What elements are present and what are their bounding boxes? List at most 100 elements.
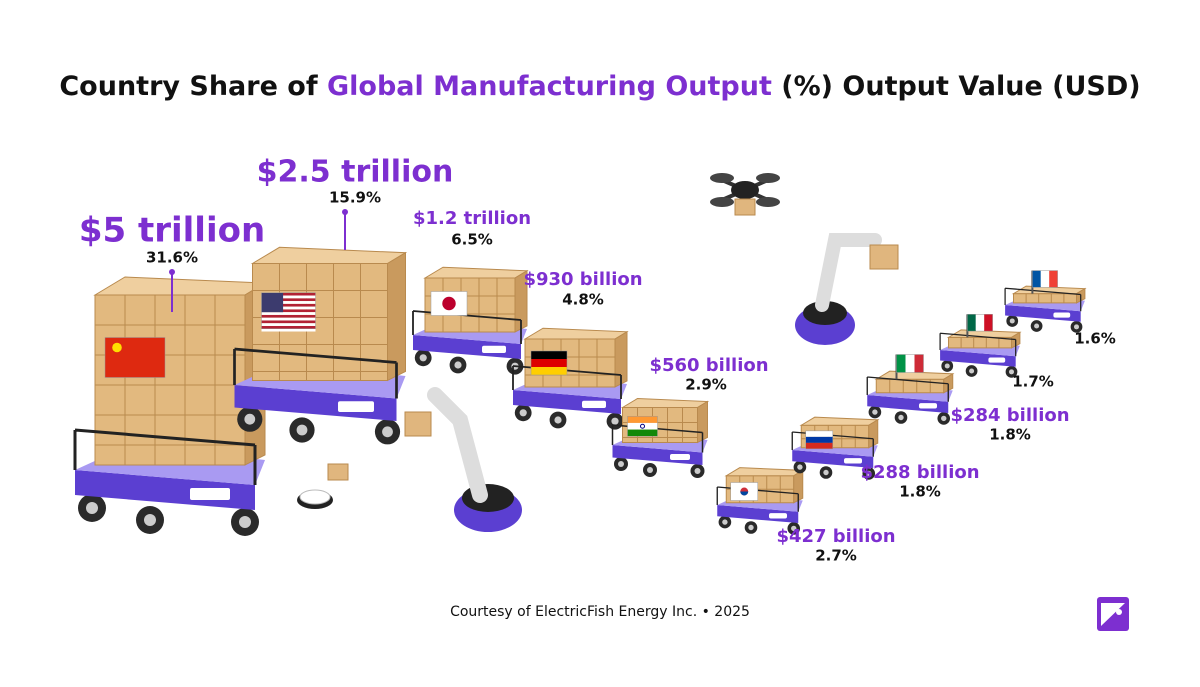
flag-part (805, 430, 833, 437)
flag-part (805, 436, 833, 443)
wheel-hub (1073, 324, 1080, 330)
wheel-hub (797, 464, 803, 470)
flag-part (967, 314, 976, 332)
flag-part (805, 442, 833, 449)
share-label: 1.7% (1012, 373, 1054, 391)
value-label: $284 billion (950, 405, 1069, 426)
cart (866, 354, 955, 425)
title: Country Share of Global Manufacturing Ou… (59, 71, 1140, 102)
wheel-hub (1034, 323, 1040, 329)
flag-part (261, 325, 316, 329)
flag-part (261, 314, 316, 318)
value-label: $427 billion (776, 526, 895, 547)
flag-part (442, 296, 456, 311)
flag-part (261, 303, 316, 307)
title-highlight: Global Manufacturing Output (327, 71, 772, 102)
flag-part (740, 491, 749, 496)
flag-part (1032, 270, 1041, 288)
rail (73, 428, 257, 485)
flag-part (627, 422, 658, 430)
flag-border (430, 291, 468, 316)
flag-part (640, 423, 645, 429)
flag-border (530, 350, 568, 376)
flag-border (896, 354, 924, 373)
value-label: $560 billion (649, 355, 768, 376)
cart (791, 416, 880, 480)
flag-part (261, 309, 316, 313)
wheel-hub (1009, 318, 1015, 324)
wheel-hub (694, 468, 701, 474)
robot-arm (795, 233, 899, 345)
flag-part (261, 295, 316, 299)
wheel-hub (296, 424, 308, 436)
wheel-hub (791, 525, 797, 532)
flag-part (531, 367, 567, 375)
value-label: $2.5 trillion (257, 155, 454, 190)
small-robot (297, 463, 349, 509)
wheel-hub (144, 514, 156, 526)
flag-part (531, 351, 567, 359)
rail (1004, 287, 1082, 312)
cart (1004, 270, 1087, 333)
flag-border (627, 416, 658, 437)
flag-part (531, 359, 567, 367)
value-label: $288 billion (860, 462, 979, 483)
control-panel (482, 345, 506, 353)
wheel-hub (519, 409, 527, 417)
flag-part (261, 306, 316, 310)
share-label: 1.8% (989, 426, 1031, 444)
flag-part (1040, 270, 1050, 288)
title-suffix: (%) Output Value (USD) (772, 71, 1141, 102)
wheel-hub (898, 414, 904, 421)
cart (716, 467, 805, 535)
wheel-hub (748, 524, 754, 531)
value-label: $1.2 trillion (413, 208, 531, 229)
boxes-side (868, 418, 879, 449)
wheel-hub (239, 516, 251, 528)
wheel-hub (944, 363, 950, 369)
flag-border (967, 314, 993, 332)
flag-part (261, 317, 316, 321)
control-panel (919, 403, 937, 409)
wheel-hub (244, 413, 256, 425)
cart (412, 266, 529, 375)
flag-part (112, 342, 122, 353)
share-label: 1.6% (1074, 330, 1116, 348)
cart (233, 246, 408, 445)
flag-part (627, 429, 658, 437)
wheel-hub (618, 461, 624, 467)
rail (939, 332, 1017, 357)
wheel-hub (872, 409, 878, 415)
flag-part (261, 328, 316, 332)
flag-part (914, 354, 924, 373)
cart (512, 327, 629, 430)
cart (939, 314, 1022, 378)
control-panel (338, 401, 374, 412)
boxes (94, 294, 246, 466)
flag-border (805, 430, 833, 450)
control-panel (582, 400, 606, 408)
flag-part (261, 298, 316, 302)
wheel-hub (1008, 369, 1015, 375)
flag-part (261, 312, 316, 315)
control-panel (988, 357, 1006, 363)
wheel-hub (941, 415, 947, 422)
flag-part (896, 354, 906, 373)
rail (866, 376, 949, 402)
wheel-hub (969, 368, 975, 374)
flag-border (104, 337, 166, 378)
boxes (1013, 293, 1077, 304)
pin-dot (169, 269, 175, 275)
drone (710, 173, 780, 216)
boxes-side (387, 251, 406, 382)
carts (73, 246, 1087, 536)
share-label: 2.9% (685, 376, 727, 394)
flag-part (261, 301, 316, 304)
title-prefix: Country Share of (59, 71, 327, 102)
share-label: 2.7% (815, 547, 857, 565)
share-label: 4.8% (562, 291, 604, 309)
robot-arm (404, 387, 522, 532)
flag-part (984, 314, 993, 332)
